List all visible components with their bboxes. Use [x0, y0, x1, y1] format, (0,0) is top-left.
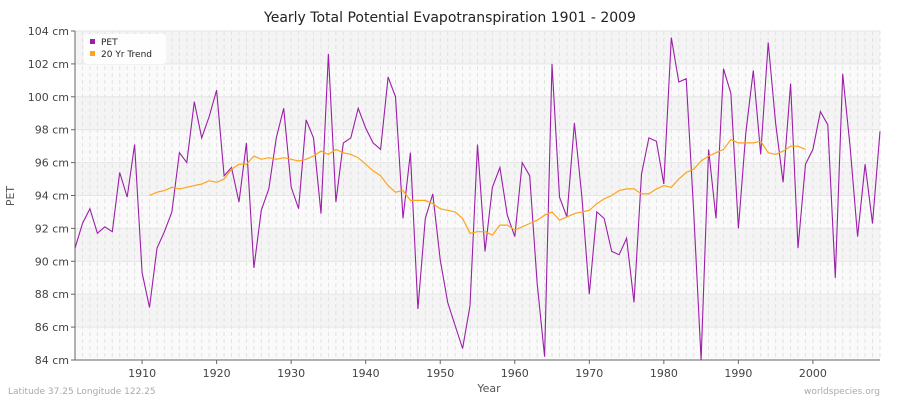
x-tick-label: 1980 [650, 367, 678, 380]
legend-swatch-pet [90, 39, 95, 44]
legend-label-trend: 20 Yr Trend [101, 50, 152, 60]
footer-coordinates: Latitude 37.25 Longitude 122.25 [8, 387, 156, 397]
y-tick-label: 94 cm [35, 190, 69, 203]
legend: PET 20 Yr Trend [84, 34, 166, 64]
y-tick-label: 104 cm [28, 25, 69, 38]
y-tick-label: 90 cm [35, 255, 69, 268]
chart-title: Yearly Total Potential Evapotranspiratio… [263, 10, 636, 26]
y-tick-label: 100 cm [28, 91, 69, 104]
y-tick-label: 86 cm [35, 321, 69, 334]
x-tick-label: 1990 [724, 367, 752, 380]
x-axis-label: Year [476, 382, 501, 395]
y-tick-label: 88 cm [35, 288, 69, 301]
x-tick-label: 1940 [352, 367, 380, 380]
y-tick-label: 98 cm [35, 124, 69, 137]
y-tick-label: 92 cm [35, 222, 69, 235]
x-tick-label: 1960 [501, 367, 529, 380]
x-tick-label: 1920 [203, 367, 231, 380]
x-tick-label: 1910 [128, 367, 156, 380]
legend-swatch-trend [90, 51, 95, 56]
x-tick-label: 1950 [426, 367, 454, 380]
x-tick-label: 1930 [277, 367, 305, 380]
y-axis-label: PET [4, 186, 17, 207]
y-tick-label: 84 cm [35, 354, 69, 367]
footer-source: worldspecies.org [804, 387, 880, 397]
y-tick-label: 102 cm [28, 58, 69, 71]
x-tick-label: 1970 [575, 367, 603, 380]
x-tick-label: 2000 [799, 367, 827, 380]
y-tick-label: 96 cm [35, 157, 69, 170]
legend-label-pet: PET [101, 38, 118, 48]
